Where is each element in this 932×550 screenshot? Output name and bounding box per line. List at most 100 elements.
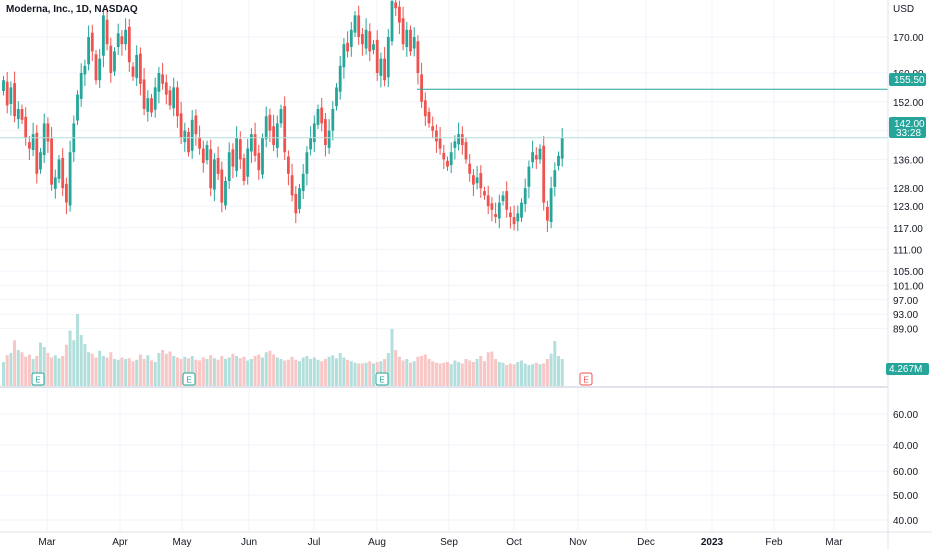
candle-body (139, 53, 142, 84)
candle-body (390, 1, 394, 42)
volume-bar (190, 356, 194, 386)
candle-body (131, 66, 135, 77)
volume-bar (386, 353, 390, 386)
volume-bar (294, 359, 298, 386)
candle-body (16, 109, 20, 120)
candle-body (227, 152, 231, 181)
candle-body (224, 181, 227, 206)
candle-body (235, 137, 238, 171)
candle-body (124, 29, 127, 45)
volume-bar (542, 363, 546, 386)
price-label: 105.00 (893, 267, 924, 278)
volume-bar (301, 357, 305, 386)
volume-bar (283, 360, 287, 386)
volume-bar (416, 356, 420, 386)
price-label: 111.00 (893, 245, 923, 256)
candle-body (105, 19, 109, 45)
volume-bar (479, 356, 483, 386)
candle-body (50, 138, 53, 185)
volume-bar (50, 357, 54, 386)
earnings-badge[interactable]: E (579, 372, 593, 386)
candle-body (405, 29, 409, 48)
volume-bar (471, 362, 475, 386)
time-label: May (173, 537, 192, 548)
candle-body (164, 82, 168, 95)
lower-pane-label: 40.00 (893, 516, 918, 527)
last-price-text: 142.00 (894, 119, 925, 130)
candle-body (146, 98, 150, 112)
volume-bar (105, 357, 109, 386)
candle-body (527, 166, 531, 187)
volume-bar (183, 356, 187, 386)
candle-body (546, 206, 549, 221)
candle-body (420, 74, 423, 102)
candle-body (509, 212, 512, 217)
time-label: Mar (825, 537, 843, 548)
volume-bar (409, 362, 412, 386)
volume-bar (335, 358, 338, 386)
volume-bar (127, 358, 131, 386)
candle-body (98, 58, 102, 81)
volume-bar (94, 357, 98, 386)
volume-bar (27, 354, 31, 386)
volume-bar (261, 357, 264, 386)
earnings-badge[interactable]: E (31, 372, 45, 386)
volume-bar (497, 362, 501, 386)
chart-title: Moderna, Inc., 1D, NASDAQ (6, 4, 138, 15)
volume-bar (138, 354, 142, 386)
candle-body (409, 29, 412, 52)
candle-body (161, 74, 164, 84)
candle-body (338, 65, 342, 92)
candle-body (46, 123, 50, 142)
candle-body (279, 109, 283, 124)
candle-body (472, 175, 475, 185)
price-label: 170.00 (893, 33, 924, 44)
candle-body (557, 155, 560, 166)
candle-body (449, 152, 453, 166)
candle-body (216, 157, 220, 174)
earnings-badge[interactable]: E (375, 372, 389, 386)
volume-bar (164, 353, 168, 386)
volume-bar (438, 363, 442, 386)
volume-bar (13, 340, 17, 386)
volume-bar (157, 353, 161, 386)
volume-bar (279, 359, 283, 386)
volume-bar (323, 359, 327, 386)
volume-bar (353, 362, 357, 386)
candle-body (179, 113, 183, 138)
volume-bar (527, 365, 531, 386)
candle-body (283, 106, 287, 153)
candle-body (401, 18, 405, 45)
volume-bar (109, 352, 113, 386)
volume-bar (235, 356, 239, 386)
candle-body (457, 134, 460, 145)
earnings-badge[interactable]: E (182, 372, 196, 386)
candle-body (309, 137, 312, 150)
volume-bar (538, 364, 542, 386)
candle-body (109, 45, 113, 73)
volume-bar (20, 352, 24, 386)
candle-body (242, 157, 246, 181)
last-price-tag: 142.00 33:28 (889, 117, 926, 139)
lower-pane-label: 60.00 (893, 467, 918, 478)
candle-body (412, 37, 416, 49)
candle-body (416, 41, 420, 73)
candle-body (327, 130, 331, 148)
volume-bar (79, 335, 83, 386)
candle-body (331, 109, 335, 131)
volume-bar (168, 351, 172, 386)
volume-bar (194, 359, 198, 386)
volume-bar (205, 359, 209, 386)
candle-body (257, 152, 261, 171)
volume-bar (516, 362, 520, 386)
candle-body (542, 145, 546, 203)
candle-body (135, 55, 139, 79)
candle-body (287, 156, 290, 174)
time-label: Aug (368, 537, 386, 548)
candle-body (464, 142, 468, 160)
candle-body (386, 37, 390, 78)
candle-body (90, 32, 94, 52)
time-axis-labels[interactable]: Mar Apr May Jun Jul Aug Sep Oct Nov Dec 2023 Feb Mar (38, 537, 843, 548)
